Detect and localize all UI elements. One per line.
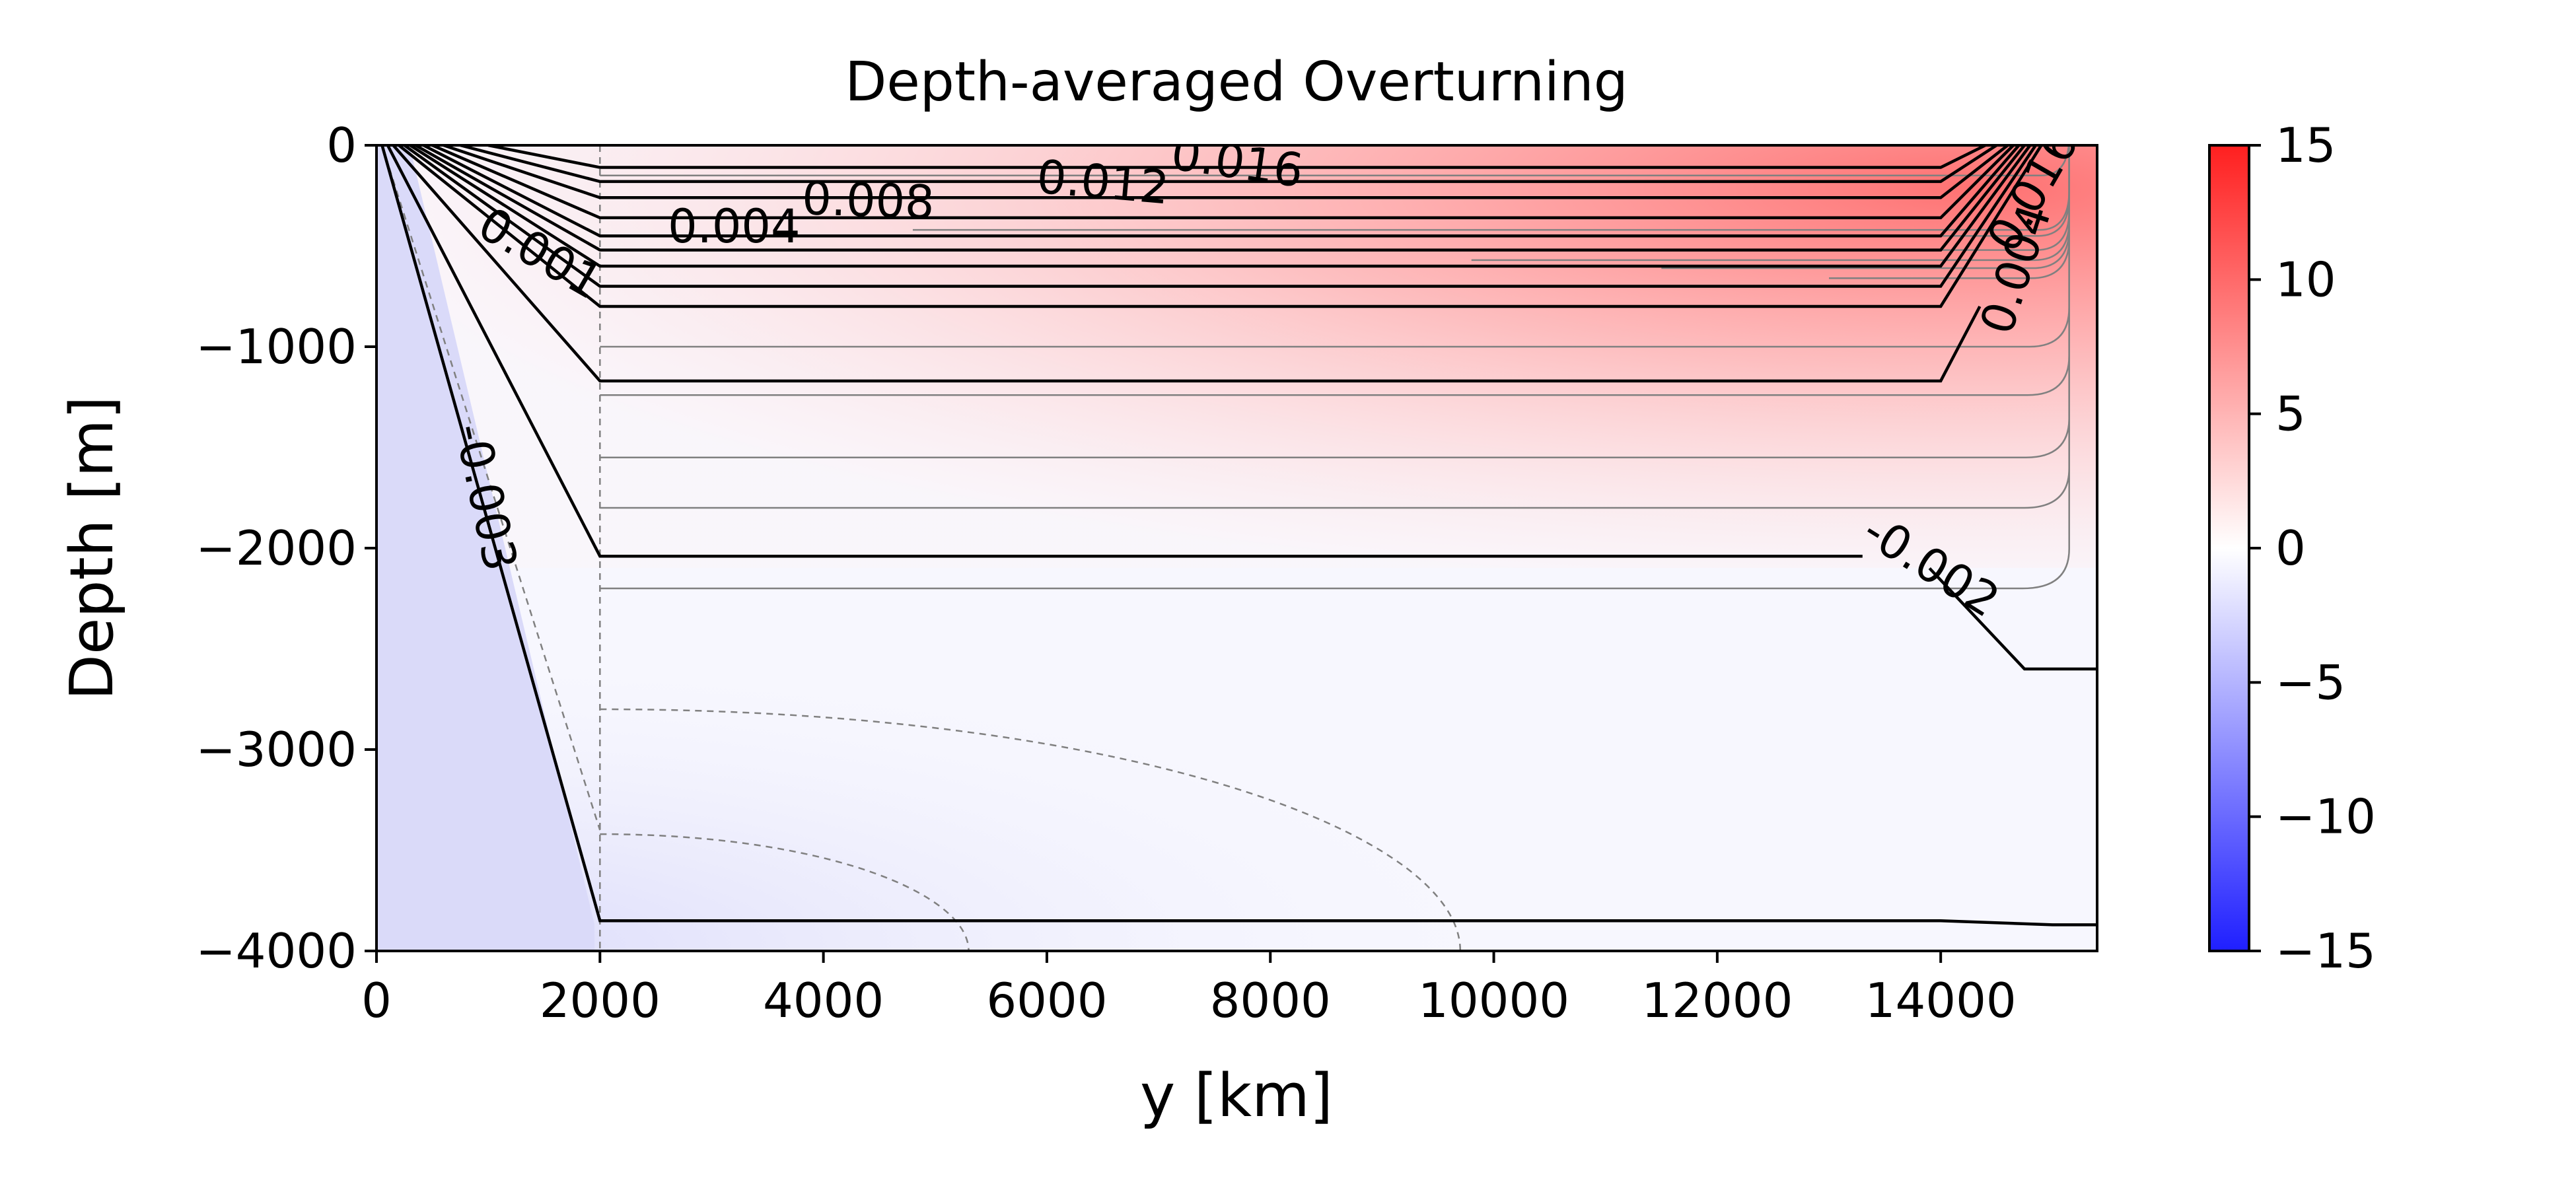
contour-label: 0.008 [801, 171, 935, 230]
black-contour-line [423, 145, 2021, 238]
y-tick-label: −1000 [196, 319, 357, 374]
chart-title: Depth-averaged Overturning [845, 51, 1628, 114]
x-tick-label: 10000 [1418, 973, 1569, 1028]
gray-contour-line [600, 145, 2070, 176]
western-negative-region [376, 145, 594, 951]
black-contour-line [398, 145, 2043, 308]
x-tick-label: 8000 [1210, 973, 1331, 1028]
x-axis-label: y [km] [1140, 1061, 1333, 1131]
black-contour-line [443, 145, 2009, 199]
contour-label: 0.004 [668, 199, 800, 254]
gray-dashed-contour-line [600, 708, 1462, 951]
gray-contours [381, 145, 2070, 951]
black-contour-line [487, 145, 1986, 169]
colorbar-tick-label: 5 [2275, 386, 2306, 442]
x-tick-label: 12000 [1641, 973, 1793, 1028]
black-contour-line [380, 145, 2097, 927]
colorbar-tick-label: −5 [2275, 654, 2345, 710]
colorbar [2208, 144, 2250, 952]
black-contour-line [392, 145, 1982, 383]
black-contour-line [431, 145, 2015, 220]
colorbar-tick-label: −15 [2275, 923, 2376, 979]
colorbar-tick-label: 10 [2275, 252, 2336, 307]
black-contour-line [409, 145, 2032, 268]
y-tick-label: −2000 [196, 520, 357, 576]
x-tick-label: 0 [361, 973, 392, 1028]
contour-label: 0.012 [1035, 149, 1172, 215]
gray-contour-line [600, 145, 2070, 590]
y-tick-label: 0 [326, 118, 357, 173]
black-contour-line [386, 145, 1863, 558]
colorbar-axis: 15 10 5 0 −5 −10 −15 [2249, 118, 2376, 979]
colorbar-tick-label: −10 [2275, 789, 2376, 845]
y-tick-label: −3000 [196, 722, 357, 777]
black-contour-line [415, 145, 2026, 252]
black-contour-line [1928, 567, 2097, 671]
x-axis: 0 2000 4000 6000 8000 10000 12000 14000 [361, 951, 2017, 1028]
gray-dashed-contour-line [381, 145, 601, 831]
y-axis: 0 −1000 −2000 −3000 −4000 [196, 118, 376, 979]
x-tick-label: 2000 [540, 973, 661, 1028]
black-contours [380, 145, 2097, 927]
black-contour-line [460, 145, 1997, 184]
x-tick-label: 4000 [763, 973, 884, 1028]
colorbar-tick-label: 0 [2275, 520, 2306, 576]
gray-dashed-contour-line [600, 833, 970, 951]
x-tick-label: 14000 [1865, 973, 2017, 1028]
positive-cell [376, 145, 2097, 568]
y-tick-label: −4000 [196, 923, 357, 979]
x-tick-label: 6000 [986, 973, 1107, 1028]
colorbar-tick-label: 15 [2275, 118, 2336, 173]
y-axis-label: Depth [m] [57, 396, 127, 701]
black-contour-line [403, 145, 2037, 288]
